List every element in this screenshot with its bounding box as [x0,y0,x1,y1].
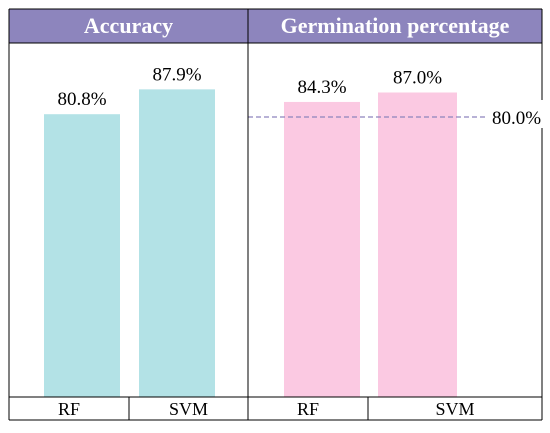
chart-frame [8,8,543,421]
category-label-rf: RF [297,399,319,419]
bar-rf [44,114,120,397]
bar-svm [139,89,215,397]
category-label-svm: SVM [435,399,474,419]
accuracy-header [9,9,248,43]
accuracy-title: Accuracy [84,13,173,38]
germination-title: Germination percentage [281,13,510,38]
reference-line-label: 80.0% [492,108,541,129]
category-label-svm: SVM [169,399,208,419]
bar-rf [284,101,360,397]
data-label: 87.9% [152,64,201,85]
bar-svm [378,92,457,397]
chart-marks [44,89,457,397]
category-label-rf: RF [58,399,80,419]
data-label: 84.3% [297,77,346,98]
germination-header [248,9,542,43]
data-label: 80.8% [57,89,106,110]
data-label: 87.0% [393,68,442,89]
